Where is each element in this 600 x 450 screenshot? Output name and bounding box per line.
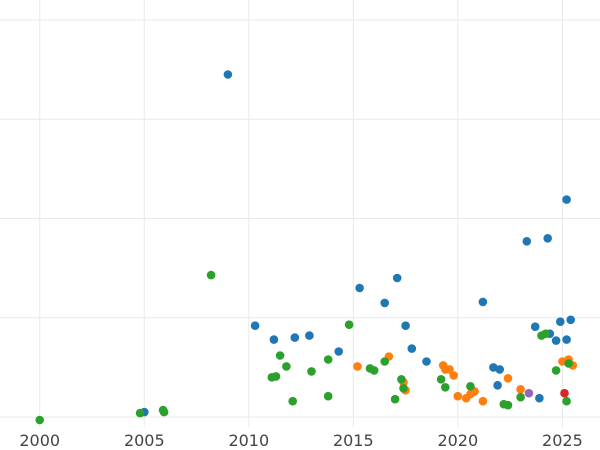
data-point-series-0-6: [334, 347, 344, 356]
data-point-series-0-22: [551, 336, 561, 345]
data-point-series-0-9: [392, 273, 402, 283]
data-point-series-0-10: [401, 321, 410, 331]
data-point-series-2-4: [206, 270, 216, 280]
data-point-series-2-8: [282, 362, 291, 371]
data-point-series-0-15: [493, 381, 502, 390]
data-point-series-0-17: [522, 237, 532, 246]
data-point-series-2-27: [541, 329, 550, 339]
data-point-series-2-15: [369, 366, 379, 375]
data-point-series-2-7: [275, 351, 285, 360]
data-point-series-0-2: [250, 321, 260, 331]
data-point-series-0-8: [380, 298, 390, 308]
data-point-series-2-21: [441, 383, 450, 392]
data-point-series-1-12: [478, 396, 488, 406]
data-point-series-1-7: [449, 371, 459, 380]
data-point-series-0-5: [305, 331, 314, 340]
x-axis-tick-labels: 2000 2005 2010 2015 2020 2025: [19, 431, 582, 450]
x-tick-label: 2000: [19, 431, 60, 450]
data-point-series-2-11: [323, 391, 333, 401]
data-point-series-2-6: [271, 372, 281, 381]
data-point-series-0-23: [556, 317, 565, 327]
data-point-series-2-13: [344, 320, 354, 330]
data-point-series-2-24: [503, 400, 513, 410]
data-point-series-0-1: [223, 70, 233, 79]
data-point-series-1-8: [453, 391, 463, 401]
data-points: [35, 70, 578, 425]
data-point-series-2-3: [159, 407, 169, 417]
x-tick-label: 2010: [228, 431, 269, 450]
data-point-series-2-22: [466, 382, 475, 391]
data-point-series-2-18: [397, 375, 406, 384]
data-point-series-2-12: [323, 355, 333, 364]
data-point-series-0-26: [566, 315, 575, 325]
data-point-series-2-19: [399, 384, 408, 393]
data-point-series-0-11: [407, 344, 417, 353]
x-tick-label: 2025: [542, 431, 583, 450]
data-point-series-0-3: [269, 335, 279, 344]
data-point-series-0-24: [562, 195, 571, 204]
data-point-series-0-25: [562, 335, 571, 344]
data-point-series-2-17: [390, 394, 400, 404]
data-point-series-2-25: [516, 392, 525, 402]
x-tick-label: 2015: [333, 431, 374, 450]
data-point-series-1-0: [353, 362, 362, 371]
data-point-series-2-20: [436, 375, 446, 384]
data-point-series-4-0: [524, 388, 534, 398]
data-point-series-0-19: [535, 393, 544, 403]
data-point-series-0-16: [495, 365, 505, 374]
data-point-series-2-0: [35, 415, 44, 425]
data-point-series-2-9: [288, 396, 298, 406]
data-point-series-2-30: [564, 359, 573, 368]
grid-lines: [0, 0, 600, 427]
data-point-series-1-14: [516, 385, 525, 394]
data-point-series-0-20: [543, 234, 552, 243]
x-tick-label: 2020: [437, 431, 478, 450]
data-point-series-0-7: [355, 283, 364, 293]
data-point-series-1-6: [445, 365, 454, 374]
data-point-series-2-16: [380, 357, 390, 366]
data-point-series-0-13: [478, 297, 488, 307]
data-point-series-2-29: [562, 396, 571, 406]
x-tick-label: 2005: [124, 431, 165, 450]
data-point-series-1-13: [503, 374, 513, 383]
data-point-series-2-10: [307, 367, 316, 376]
data-point-series-0-12: [422, 357, 431, 366]
data-point-series-0-4: [290, 333, 300, 342]
data-point-series-2-28: [551, 366, 561, 375]
data-point-series-2-1: [135, 408, 145, 418]
data-point-series-0-18: [530, 322, 540, 332]
data-point-series-3-0: [560, 388, 569, 398]
